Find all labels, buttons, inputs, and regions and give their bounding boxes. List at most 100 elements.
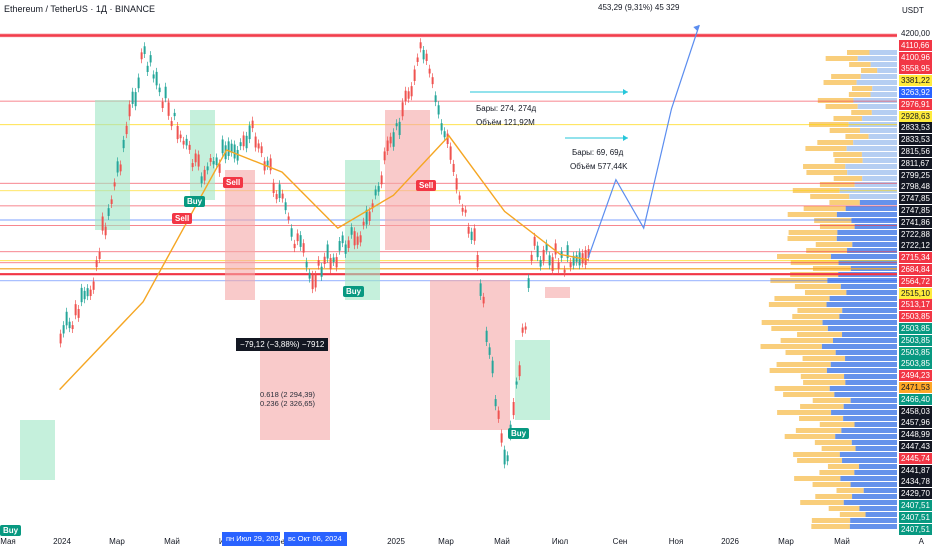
vp-bar xyxy=(850,482,897,487)
candle-body xyxy=(368,211,371,221)
vp-bar xyxy=(769,368,827,373)
range-arrowhead xyxy=(623,135,628,141)
candle-body xyxy=(212,161,215,165)
vp-bar xyxy=(831,410,897,415)
candle-body xyxy=(326,244,329,259)
vp-bar xyxy=(843,500,897,505)
candle-body xyxy=(131,91,134,104)
candle-body xyxy=(155,71,158,86)
vp-bar xyxy=(834,392,897,397)
candle-body xyxy=(398,121,401,136)
price-label: 2715,34 xyxy=(899,252,932,264)
projection-path xyxy=(587,24,700,259)
vp-bar xyxy=(795,428,842,433)
candle-body xyxy=(587,249,590,258)
vp-bar xyxy=(803,380,846,385)
candle-body xyxy=(485,330,488,343)
vp-bar xyxy=(852,242,897,247)
candle-body xyxy=(575,255,578,262)
candle-body xyxy=(146,65,149,73)
price-label: 2815,56 xyxy=(899,146,932,157)
candle-body xyxy=(209,158,212,162)
vp-bar xyxy=(776,362,831,367)
vp-bar xyxy=(859,464,897,469)
vp-bar xyxy=(842,458,897,463)
candle-body xyxy=(299,235,302,247)
vp-bar xyxy=(828,506,860,511)
trend-zone xyxy=(545,287,570,298)
candle-body xyxy=(410,86,413,97)
sell-signal: Sell xyxy=(416,180,437,191)
candle-body xyxy=(434,95,437,103)
candle-body xyxy=(104,226,107,236)
vp-bar xyxy=(846,290,897,295)
vp-bar xyxy=(843,416,897,421)
candle-body xyxy=(476,254,479,268)
candle-body xyxy=(278,184,281,199)
candle-body xyxy=(200,176,203,184)
candle-body xyxy=(275,194,278,200)
price-label: 2445,74 xyxy=(899,452,932,464)
vp-bar xyxy=(774,386,830,391)
vp-bar xyxy=(850,518,897,523)
vp-bar xyxy=(860,74,897,79)
price-label: 2722,12 xyxy=(899,240,932,252)
candle-body xyxy=(470,231,473,241)
vp-bar xyxy=(812,482,851,487)
candle-body xyxy=(143,46,146,55)
vp-bar xyxy=(821,446,856,451)
vp-bar xyxy=(849,62,871,67)
vp-bar xyxy=(850,398,897,403)
candle-body xyxy=(455,178,458,190)
vp-bar xyxy=(839,512,866,517)
vp-bar xyxy=(865,512,897,517)
vp-bar xyxy=(797,458,843,463)
candle-body xyxy=(422,50,425,60)
vp-bar xyxy=(825,56,858,61)
vp-bar xyxy=(844,374,897,379)
vp-bar xyxy=(845,164,897,169)
candle-body xyxy=(182,140,185,145)
vp-bar xyxy=(761,320,823,325)
candle-body xyxy=(248,125,251,140)
vp-bar xyxy=(819,224,855,229)
trend-zone xyxy=(95,100,130,230)
candle-body xyxy=(521,327,524,333)
vp-bar xyxy=(800,374,845,379)
candle-body xyxy=(338,241,341,251)
price-label: 2503,85 xyxy=(899,311,932,323)
vp-bar xyxy=(799,416,844,421)
selected-end-date: вс Окт 06, 2024 xyxy=(284,532,347,546)
vp-bar xyxy=(861,68,878,73)
candle-body xyxy=(206,166,209,171)
projection-line xyxy=(587,24,700,259)
vp-bar xyxy=(822,320,897,325)
trend-zone xyxy=(20,420,55,480)
price-label: 3558,95 xyxy=(899,63,932,75)
vp-bar xyxy=(836,488,864,493)
candle-body xyxy=(113,182,116,187)
candle-body xyxy=(530,254,533,261)
candle-body xyxy=(503,449,506,465)
candle-body xyxy=(272,182,275,194)
candle-body xyxy=(494,399,497,407)
candle-body xyxy=(95,260,98,268)
sell-signal: Sell xyxy=(172,213,193,224)
candle-body xyxy=(239,142,242,147)
vp-bar xyxy=(829,128,860,133)
price-label: 2799,25 xyxy=(899,169,932,181)
candle-body xyxy=(257,143,260,149)
price-label: 4100,96 xyxy=(899,51,932,63)
vp-bar xyxy=(770,278,828,283)
candle-body xyxy=(413,69,416,81)
vp-bar xyxy=(859,200,897,205)
auto-scale-button[interactable]: A xyxy=(918,537,924,546)
time-tick: Мая xyxy=(0,537,16,546)
vp-bar xyxy=(832,338,897,343)
candle-body xyxy=(323,256,326,264)
candle-body xyxy=(467,226,470,234)
vp-bar xyxy=(840,284,897,289)
candle-body xyxy=(440,123,443,131)
candle-body xyxy=(515,381,518,385)
